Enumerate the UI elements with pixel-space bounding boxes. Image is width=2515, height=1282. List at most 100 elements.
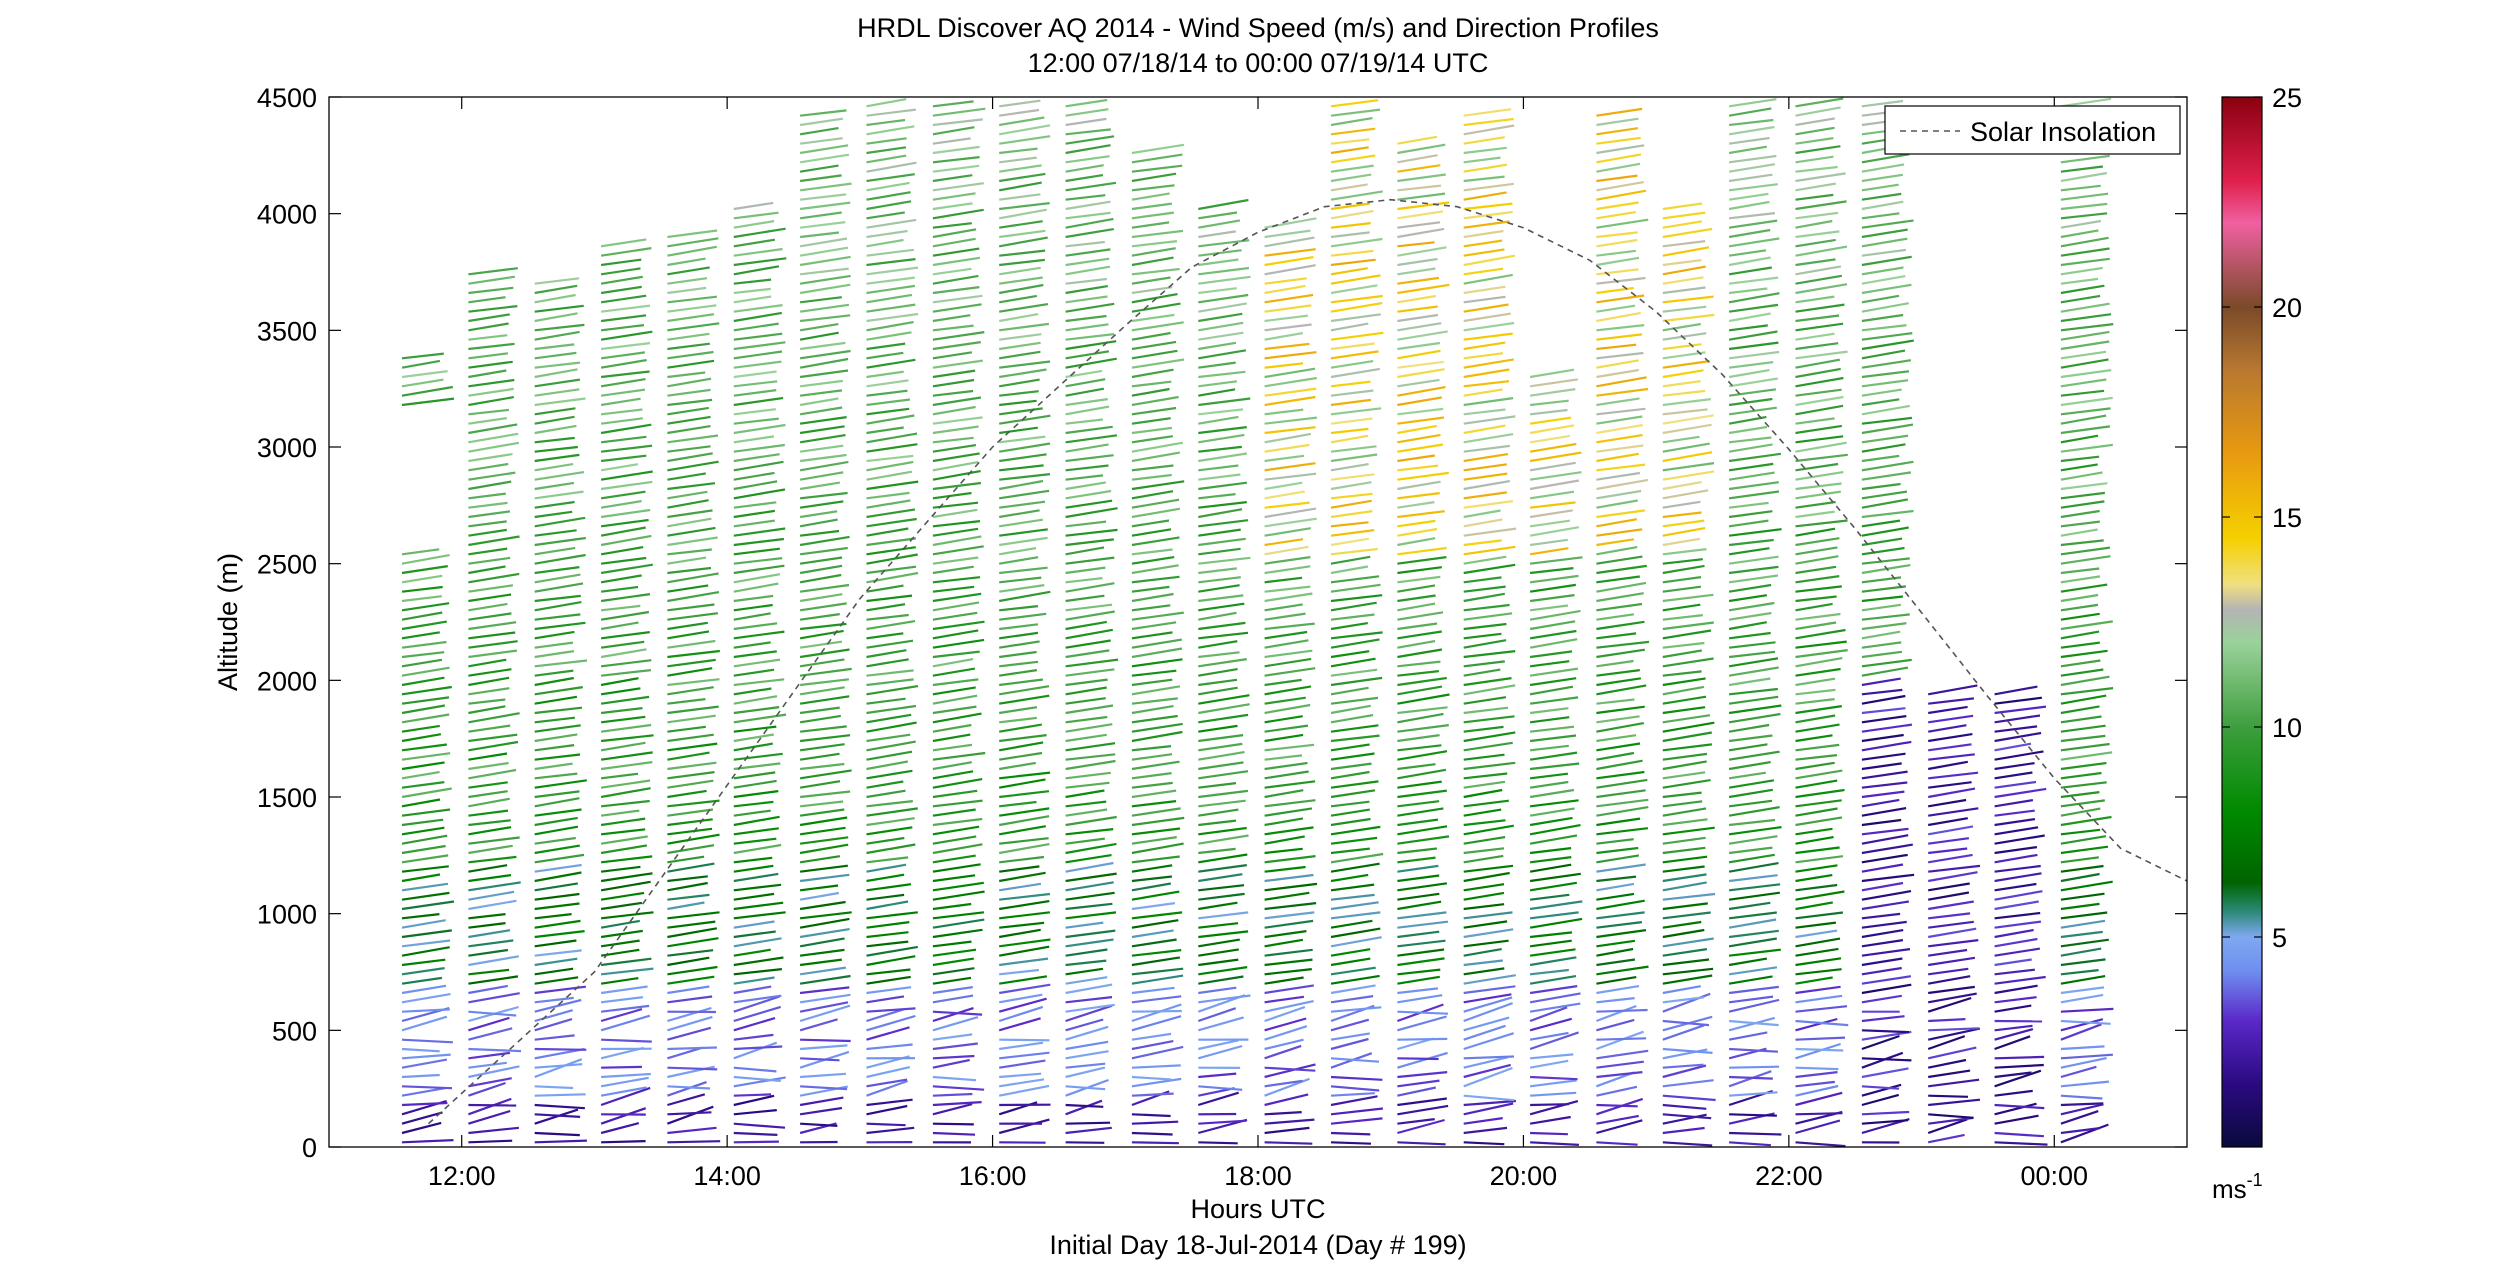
- wind-barb: [1596, 249, 1637, 257]
- wind-barb: [1729, 1113, 1777, 1117]
- wind-barb: [1065, 1025, 1109, 1041]
- wind-barb: [667, 612, 719, 621]
- wind-barb: [799, 573, 842, 584]
- wind-barb: [1596, 759, 1643, 771]
- wind-barb: [1463, 463, 1507, 472]
- wind-barb: [1397, 492, 1440, 500]
- wind-barb: [2060, 947, 2102, 957]
- wind-barb: [1397, 685, 1443, 696]
- wind-barb: [1728, 312, 1771, 323]
- wind-barb: [2060, 751, 2113, 761]
- wind-barb: [1397, 1037, 1448, 1041]
- wind-barb: [1596, 415, 1643, 425]
- wind-barb: [1728, 583, 1772, 593]
- wind-barb: [1529, 604, 1569, 612]
- wind-barb: [1330, 407, 1382, 416]
- wind-barb: [1795, 211, 1839, 220]
- wind-barb: [1729, 1141, 1771, 1147]
- wind-barb: [1198, 678, 1238, 687]
- wind-barb: [733, 501, 777, 509]
- wind-barb: [2060, 1110, 2099, 1125]
- wind-barb: [866, 426, 904, 435]
- wind-barb: [1463, 156, 1501, 164]
- wind-barb: [866, 1026, 910, 1041]
- wind-barb: [1264, 416, 1318, 425]
- wind-barb: [799, 267, 849, 276]
- wind-barb: [1662, 967, 1714, 976]
- wind-barb: [1264, 733, 1304, 743]
- wind-barb: [1928, 871, 1978, 883]
- wind-barb: [1131, 929, 1174, 939]
- wind-barb: [534, 825, 579, 836]
- wind-barb: [932, 491, 972, 500]
- wind-barb: [866, 312, 919, 323]
- wind-barb: [1596, 564, 1647, 575]
- wind-barb: [1463, 871, 1510, 883]
- wind-barb: [1795, 911, 1844, 920]
- wind-barb: [1928, 817, 1968, 827]
- wind-barb: [1397, 920, 1449, 929]
- wind-barb: [1131, 585, 1170, 593]
- wind-barb: [600, 508, 651, 519]
- wind-barb: [1330, 752, 1375, 761]
- wind-barb: [401, 976, 443, 985]
- wind-barb: [2060, 539, 2104, 547]
- wind-barb: [1596, 911, 1645, 920]
- wind-barb: [1397, 510, 1445, 519]
- wind-barb: [1861, 1085, 1900, 1090]
- wind-barb: [1662, 621, 1714, 631]
- wind-barb: [1131, 380, 1172, 388]
- wind-barb: [667, 295, 718, 304]
- wind-barb: [1596, 351, 1644, 360]
- wind-barb: [799, 986, 850, 995]
- wind-barb: [799, 1001, 849, 1013]
- wind-barb: [1529, 594, 1575, 603]
- wind-barb: [1463, 706, 1509, 715]
- wind-barb: [401, 1085, 453, 1090]
- wind-barb: [600, 518, 649, 528]
- wind-barb: [1662, 881, 1707, 892]
- wind-barb: [733, 488, 786, 500]
- wind-barb: [1065, 464, 1109, 472]
- wind-barb: [1596, 854, 1640, 864]
- wind-barb: [534, 676, 574, 687]
- wind-barb: [1662, 807, 1707, 817]
- wind-profile: [733, 201, 787, 1144]
- wind-barb: [866, 331, 912, 341]
- wind-barb: [401, 929, 452, 939]
- wind-barb: [799, 137, 843, 145]
- wind-barb: [1795, 846, 1840, 855]
- wind-barb: [1795, 743, 1840, 752]
- wind-barb: [2060, 284, 2105, 295]
- wind-barb: [1795, 1005, 1848, 1013]
- wind-barb: [1861, 359, 1912, 369]
- wind-barb: [1662, 265, 1706, 276]
- wind-barb: [1529, 696, 1579, 705]
- wind-barb: [1065, 265, 1111, 276]
- wind-barb: [2060, 620, 2113, 631]
- wind-barb: [1131, 714, 1178, 724]
- wind-barb: [1662, 211, 1706, 220]
- wind-barb: [1131, 211, 1174, 220]
- wind-barb: [1131, 956, 1181, 967]
- wind-barb: [2060, 500, 2105, 509]
- wind-barb: [1861, 948, 1911, 957]
- wind-barb: [1994, 799, 2034, 808]
- wind-barb: [534, 594, 581, 603]
- wind-barb: [468, 768, 517, 780]
- wind-barb: [800, 1122, 838, 1127]
- wind-barb: [866, 669, 914, 677]
- wind-barb: [999, 584, 1045, 593]
- wind-barb: [1463, 1024, 1506, 1041]
- wind-barb: [1131, 387, 1170, 397]
- wind-barb: [2060, 247, 2110, 257]
- wind-barb: [932, 638, 985, 649]
- wind-barb: [1928, 1078, 1980, 1088]
- wind-barb: [1397, 660, 1441, 668]
- wind-barb: [1728, 712, 1781, 724]
- wind-barb: [999, 1078, 1045, 1088]
- wind-barb: [1463, 444, 1511, 453]
- wind-barb: [799, 884, 839, 892]
- wind-barb: [667, 1140, 721, 1144]
- wind-barb: [1728, 341, 1779, 351]
